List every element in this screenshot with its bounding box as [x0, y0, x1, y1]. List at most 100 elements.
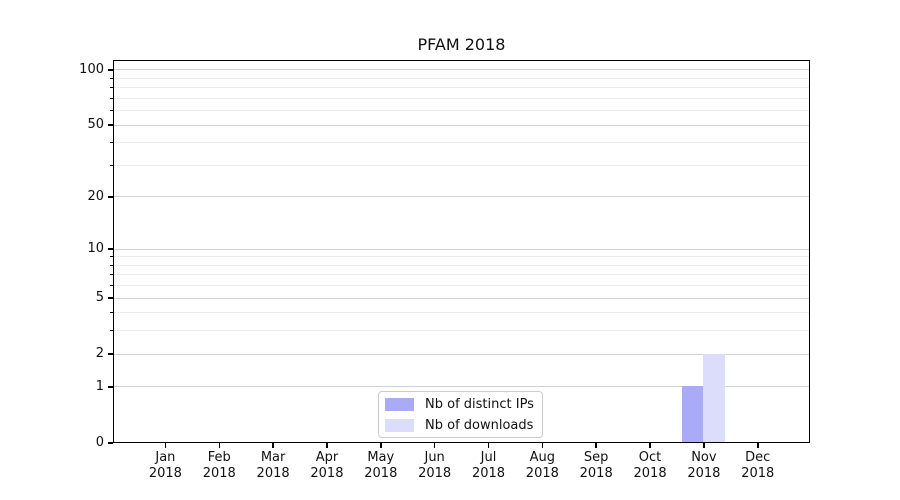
minor-gridline: [114, 330, 809, 332]
chart-title: PFAM 2018: [417, 35, 506, 54]
x-tick-year: 2018: [633, 466, 667, 481]
major-gridline: [114, 124, 809, 126]
y-minor-tick: [110, 87, 113, 89]
minor-gridline: [114, 256, 809, 258]
minor-gridline: [114, 274, 809, 276]
x-tick-label: Oct 2018: [618, 450, 682, 482]
x-tick-month: Nov: [691, 450, 717, 465]
plot-area: [113, 60, 810, 443]
x-tick: [487, 443, 490, 448]
x-tick: [164, 443, 167, 448]
x-tick-month: May: [367, 450, 395, 465]
x-tick: [433, 443, 436, 448]
minor-gridline: [114, 264, 809, 266]
x-tick-year: 2018: [471, 466, 506, 481]
major-gridline: [114, 248, 809, 250]
major-gridline: [114, 69, 809, 71]
x-tick-year: 2018: [418, 466, 452, 481]
minor-gridline: [114, 285, 809, 287]
x-tick-label: Aug 2018: [510, 450, 574, 482]
x-tick: [326, 443, 328, 448]
legend-label: Nb of downloads: [425, 418, 534, 433]
x-tick: [757, 443, 759, 448]
x-tick: [380, 443, 382, 448]
x-tick-year: 2018: [256, 466, 290, 481]
y-minor-tick: [110, 77, 113, 79]
y-tick-label: 10: [87, 241, 104, 257]
minor-gridline: [114, 164, 809, 166]
x-tick-label: Apr 2018: [295, 450, 359, 482]
y-tick-label: 1: [95, 378, 104, 394]
x-tick-label: Jul 2018: [457, 450, 521, 482]
minor-gridline: [114, 97, 809, 99]
x-tick-month: Sep: [583, 450, 609, 465]
x-tick-year: 2018: [741, 466, 775, 481]
x-tick-label: Mar 2018: [241, 450, 305, 482]
legend-entry: Nb of downloads: [385, 418, 534, 433]
x-tick-label: Jan 2018: [133, 450, 197, 482]
x-tick-label: Dec 2018: [726, 450, 790, 482]
minor-gridline: [114, 312, 809, 314]
y-minor-tick: [110, 164, 113, 166]
x-tick-month: Jan: [155, 450, 176, 465]
x-tick-label: Jun 2018: [403, 450, 467, 482]
x-tick-label: May 2018: [349, 450, 413, 482]
legend-label: Nb of distinct IPs: [425, 397, 534, 412]
y-minor-tick: [110, 110, 113, 112]
legend-entry: Nb of distinct IPs: [385, 397, 534, 412]
y-tick-label: 5: [95, 290, 104, 306]
x-tick: [218, 443, 220, 448]
x-tick-year: 2018: [148, 466, 182, 481]
x-tick-month: Dec: [745, 450, 771, 465]
x-tick-month: Oct: [638, 450, 662, 465]
x-tick-year: 2018: [525, 466, 559, 481]
y-minor-tick: [110, 264, 113, 266]
x-tick-month: Feb: [207, 450, 231, 465]
minor-gridline: [114, 110, 809, 112]
x-tick: [541, 443, 544, 448]
x-tick-year: 2018: [202, 466, 236, 481]
y-major-tick: [108, 386, 113, 388]
y-major-tick: [108, 248, 113, 250]
minor-gridline: [114, 87, 809, 89]
y-tick-label: 100: [79, 61, 104, 77]
y-minor-tick: [110, 256, 113, 258]
legend-swatch: [385, 398, 414, 411]
legend-swatch: [385, 419, 414, 432]
y-tick-label: 50: [87, 117, 104, 133]
y-tick-label: 2: [95, 346, 104, 362]
minor-gridline: [114, 142, 809, 144]
bar-distinct-ips: [681, 386, 704, 442]
y-minor-tick: [110, 274, 113, 276]
x-tick: [703, 443, 705, 448]
y-minor-tick: [110, 97, 113, 99]
x-tick-year: 2018: [364, 466, 398, 481]
y-major-tick: [108, 353, 113, 355]
y-major-tick: [108, 297, 113, 299]
x-tick-label: Feb 2018: [187, 450, 251, 482]
x-tick-year: 2018: [579, 466, 613, 481]
legend: Nb of distinct IPs Nb of downloads: [378, 391, 543, 438]
y-major-tick: [108, 124, 113, 126]
y-minor-tick: [110, 330, 113, 332]
x-tick-month: Apr: [315, 450, 339, 465]
x-tick-month: Aug: [529, 450, 556, 465]
y-tick-label: 20: [87, 188, 104, 204]
x-tick-month: Jul: [480, 450, 497, 465]
x-tick: [595, 443, 597, 448]
y-minor-tick: [110, 142, 113, 144]
major-gridline: [114, 386, 809, 388]
y-tick-label: 0: [95, 435, 104, 450]
minor-gridline: [114, 77, 809, 79]
x-tick-year: 2018: [687, 466, 721, 481]
x-tick: [272, 443, 274, 448]
x-tick-label: Sep 2018: [564, 450, 628, 482]
bar-downloads: [703, 353, 725, 442]
y-major-tick: [108, 69, 113, 71]
y-major-tick: [108, 442, 113, 444]
x-tick-year: 2018: [310, 466, 344, 481]
y-minor-tick: [110, 285, 113, 287]
x-tick-label: Nov 2018: [672, 450, 736, 482]
x-tick-month: Mar: [260, 450, 286, 465]
